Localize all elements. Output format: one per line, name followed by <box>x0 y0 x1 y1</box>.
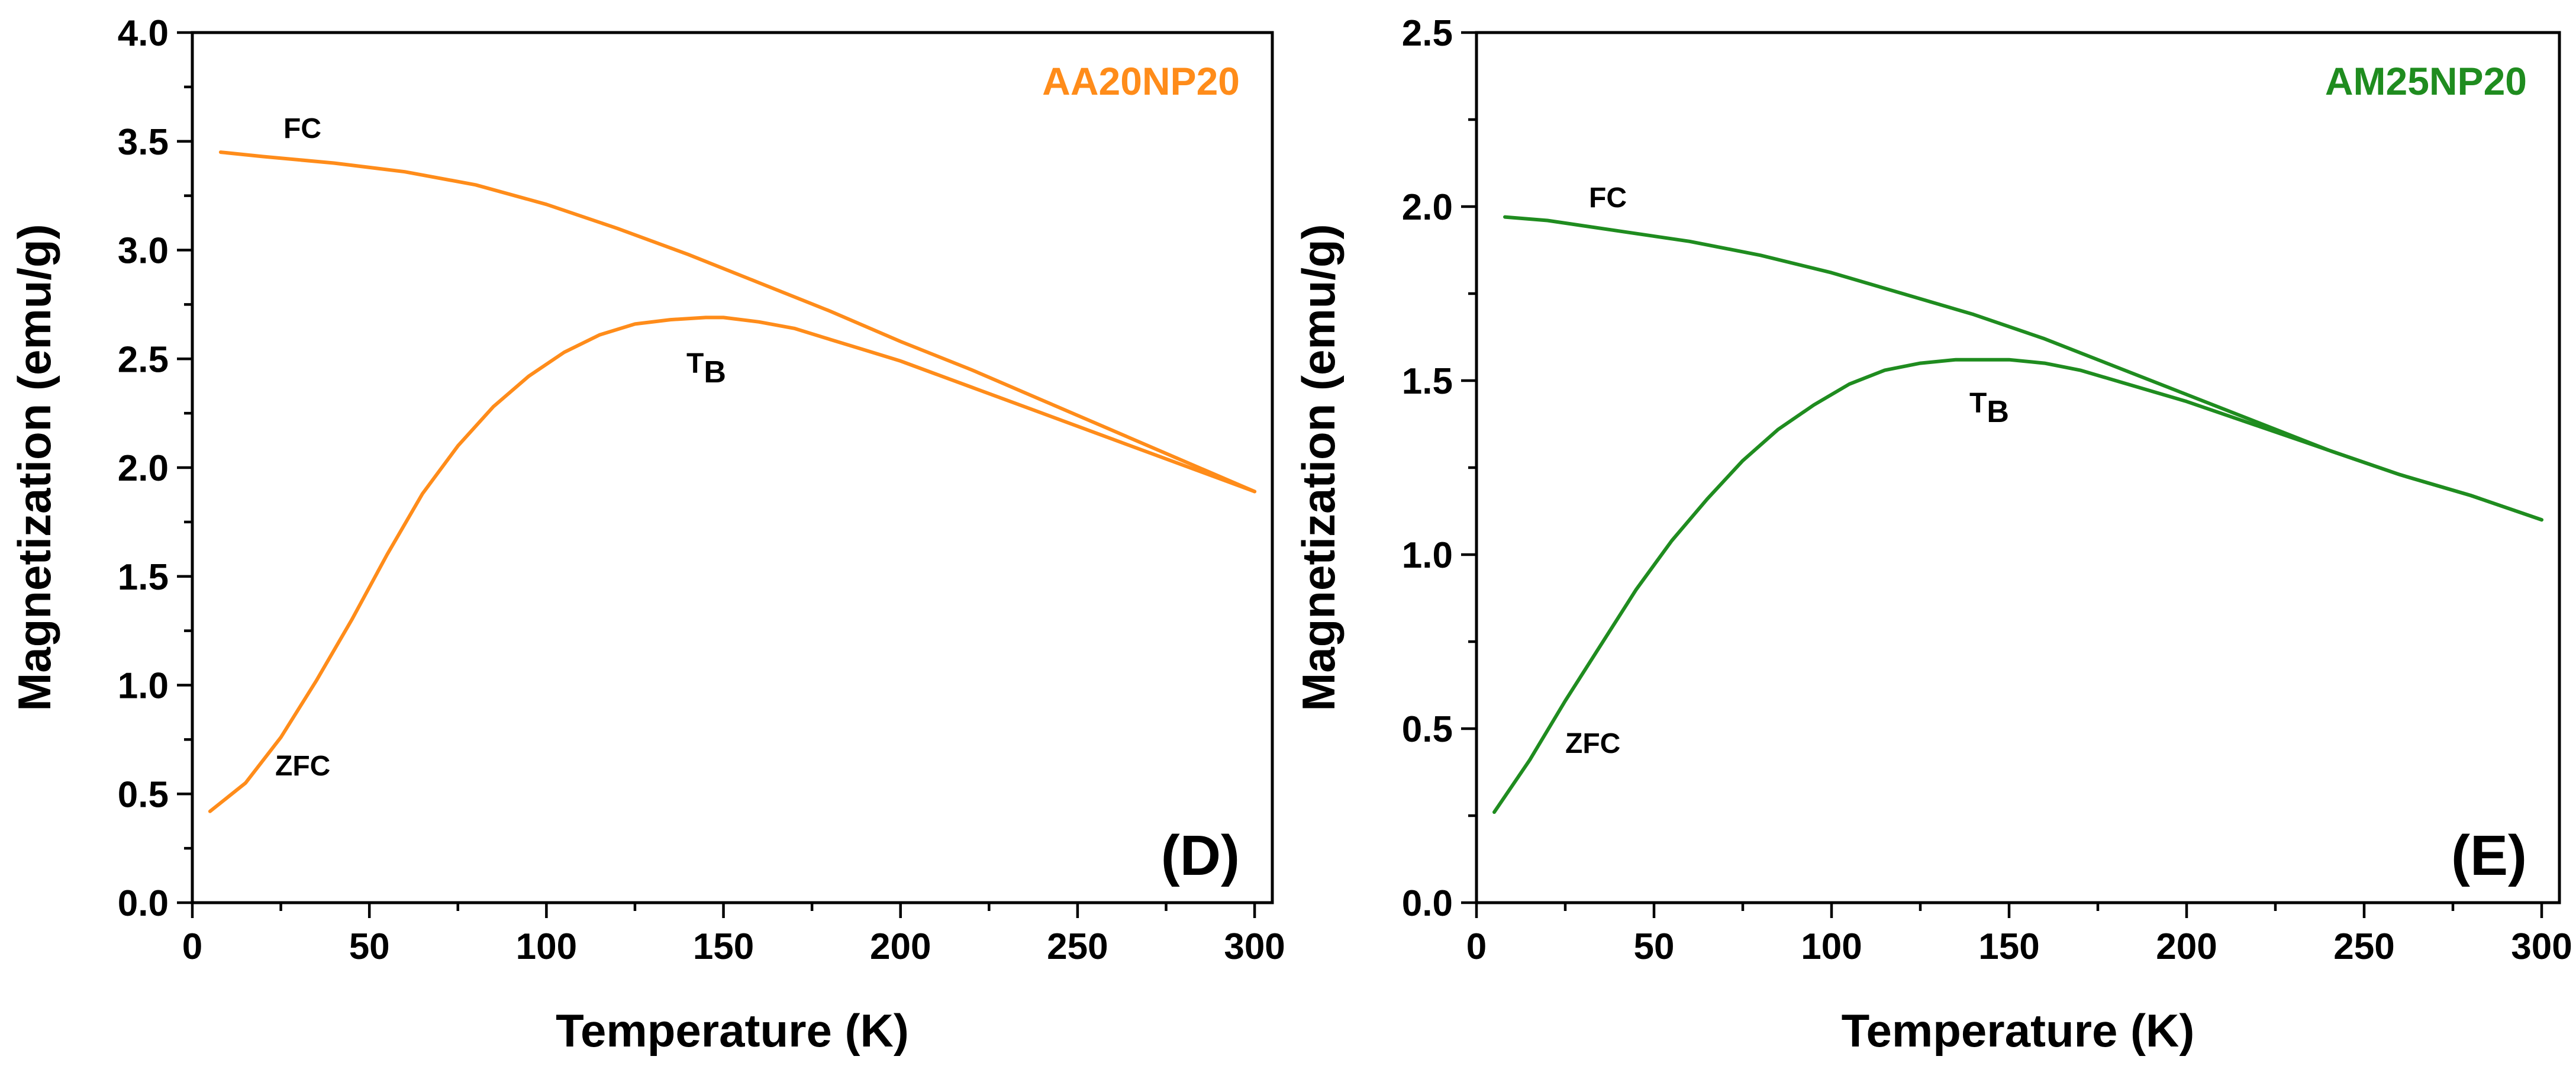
x-tick-label: 200 <box>870 926 931 967</box>
tb-annotation: TB <box>686 348 726 389</box>
y-tick-label: 2.0 <box>118 448 169 489</box>
chart-panel-2: 0 50 100 150 200 250 300 0.0 0.5 1.0 1.5 2.0 2.5 Temp… <box>1292 13 2572 1057</box>
tb-annotation: TB <box>1969 388 2009 429</box>
y-tick-label: 0.5 <box>1402 709 1453 750</box>
y-tick-label: 2.5 <box>1402 13 1453 54</box>
y-axis-title: Magnetization (emu/g) <box>8 224 60 711</box>
x-tick-label: 100 <box>516 926 577 967</box>
y-tick-label: 0.0 <box>118 883 169 924</box>
x-tick-label: 0 <box>182 926 202 967</box>
series-zfc-line <box>208 315 1257 813</box>
x-tick-label: 250 <box>1047 926 1108 967</box>
plot-frame <box>1475 31 2561 904</box>
x-axis-title: Temperature (K) <box>1842 1004 2195 1057</box>
chart-panel-1: 0 50 100 150 200 250 300 0.0 0.5 1.0 1.5 2.0 2.5 3.0 3… <box>8 13 1285 1057</box>
series-zfc-line <box>1492 358 2543 814</box>
fc-annotation: FC <box>1589 182 1627 214</box>
x-tick-label: 150 <box>1978 926 2039 967</box>
x-axis-title: Temperature (K) <box>556 1004 909 1057</box>
tb-subscript: B <box>1987 395 2009 429</box>
x-tick-label: 300 <box>2511 926 2572 967</box>
sample-label: AA20NP20 <box>1042 59 1240 103</box>
x-tick-label: 50 <box>349 926 390 967</box>
fc-annotation: FC <box>283 113 321 144</box>
y-tick-label: 1.5 <box>1402 361 1453 402</box>
x-tick-label: 150 <box>693 926 754 967</box>
y-tick-label: 4.0 <box>118 13 169 54</box>
panel-label: (E) <box>2451 824 2527 887</box>
series-fc-line <box>218 150 1257 494</box>
x-tick-label: 100 <box>1801 926 1862 967</box>
y-tick-label: 1.5 <box>118 557 169 598</box>
panel-label: (D) <box>1161 824 1240 887</box>
x-tick-label: 250 <box>2333 926 2394 967</box>
y-axis-title: Magnetization (emu/g) <box>1292 224 1345 711</box>
plot-frame <box>191 31 1274 904</box>
x-tick-label: 300 <box>1224 926 1285 967</box>
x-tick-label: 50 <box>1634 926 1675 967</box>
sample-label: AM25NP20 <box>2325 59 2527 103</box>
x-tick-label: 200 <box>2156 926 2217 967</box>
y-tick-label: 2.0 <box>1402 187 1453 228</box>
x-tick-label: 0 <box>1466 926 1487 967</box>
y-tick-label: 3.0 <box>118 231 169 272</box>
y-tick-label: 3.5 <box>118 122 169 163</box>
y-tick-label: 0.5 <box>118 774 169 815</box>
zfc-annotation: ZFC <box>275 751 330 782</box>
y-tick-label: 1.0 <box>118 666 169 707</box>
zfc-annotation: ZFC <box>1565 728 1620 759</box>
series-fc-line <box>1503 215 2543 522</box>
y-tick-label: 2.5 <box>118 339 169 380</box>
y-tick-label: 0.0 <box>1402 883 1453 924</box>
y-tick-label: 1.0 <box>1402 535 1453 576</box>
tb-subscript: B <box>704 355 726 389</box>
